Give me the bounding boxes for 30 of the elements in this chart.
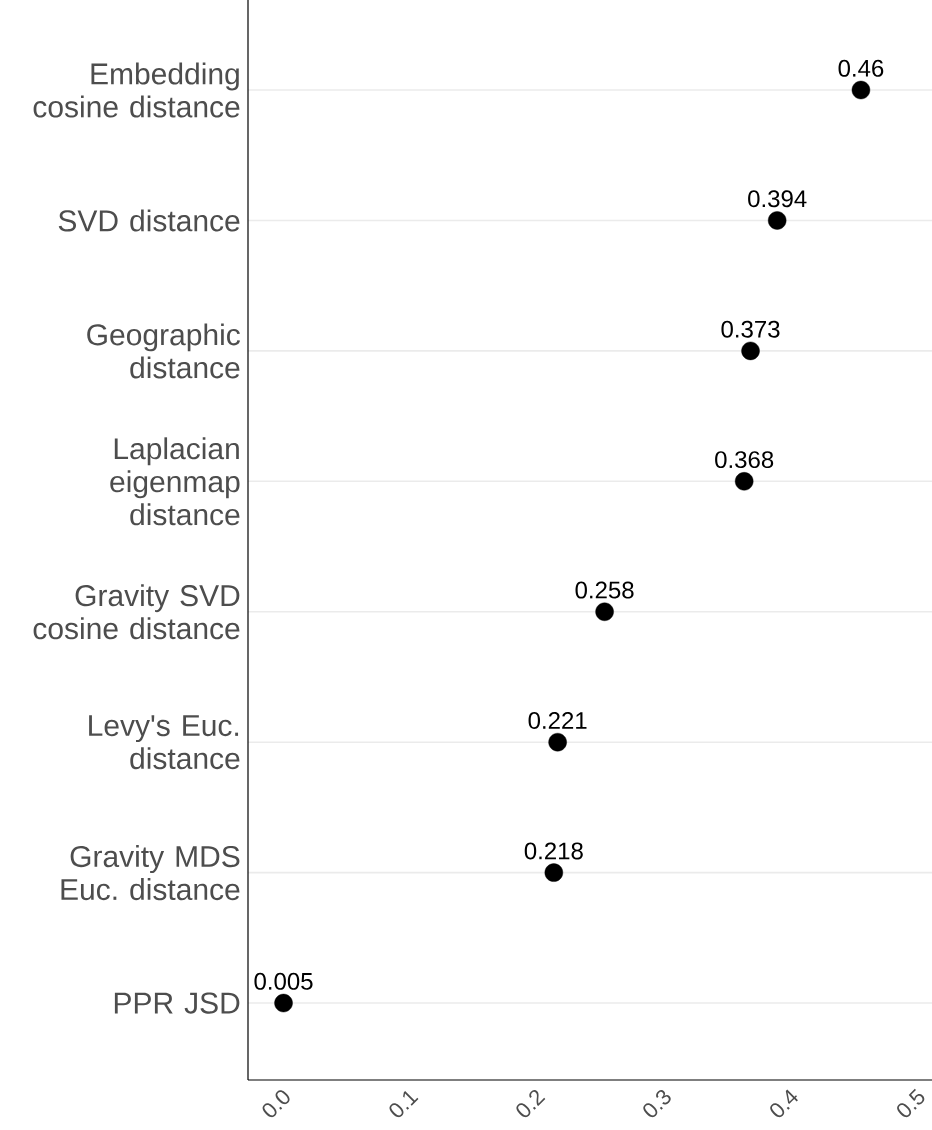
point (734, 472, 754, 491)
point (767, 211, 787, 230)
data-label: 0.394 (748, 190, 807, 208)
data-label: 0.258 (575, 581, 634, 599)
point (274, 993, 293, 1013)
x-tick-label: 0.0 (262, 1090, 290, 1118)
data-label: 0.005 (254, 972, 313, 990)
data-label: 0.218 (524, 842, 583, 860)
x-tick-label: 0.1 (389, 1090, 419, 1118)
point (544, 863, 564, 882)
y-tick-label: Levy's Euc. distance (89, 715, 240, 770)
y-tick-label: PPR JSD (114, 992, 240, 1014)
data-label: 0.368 (715, 451, 774, 469)
x-tick-label: 0.4 (770, 1089, 798, 1118)
y-tick-label: Laplacian eigenmap distance (110, 437, 240, 526)
point (548, 732, 567, 752)
y-tick-label: Gravity MDS Euc. distance (61, 845, 240, 901)
x-tick-label: 0.3 (643, 1089, 671, 1118)
point (595, 602, 614, 621)
data-label: 0.373 (721, 320, 780, 338)
point (851, 80, 871, 100)
data-label: 0.221 (528, 712, 587, 729)
y-tick-label: Gravity SVD cosine distance (33, 584, 240, 640)
y-tick-label: SVD distance (58, 209, 240, 232)
point (741, 341, 760, 361)
y-tick-label: Geographic distance (87, 323, 240, 379)
x-tick-label: 0.2 (516, 1089, 546, 1118)
data-label: 0.46 (838, 59, 884, 77)
x-tick-label: 0.5 (897, 1088, 925, 1118)
y-tick-label: Embedding cosine distance (33, 62, 240, 118)
